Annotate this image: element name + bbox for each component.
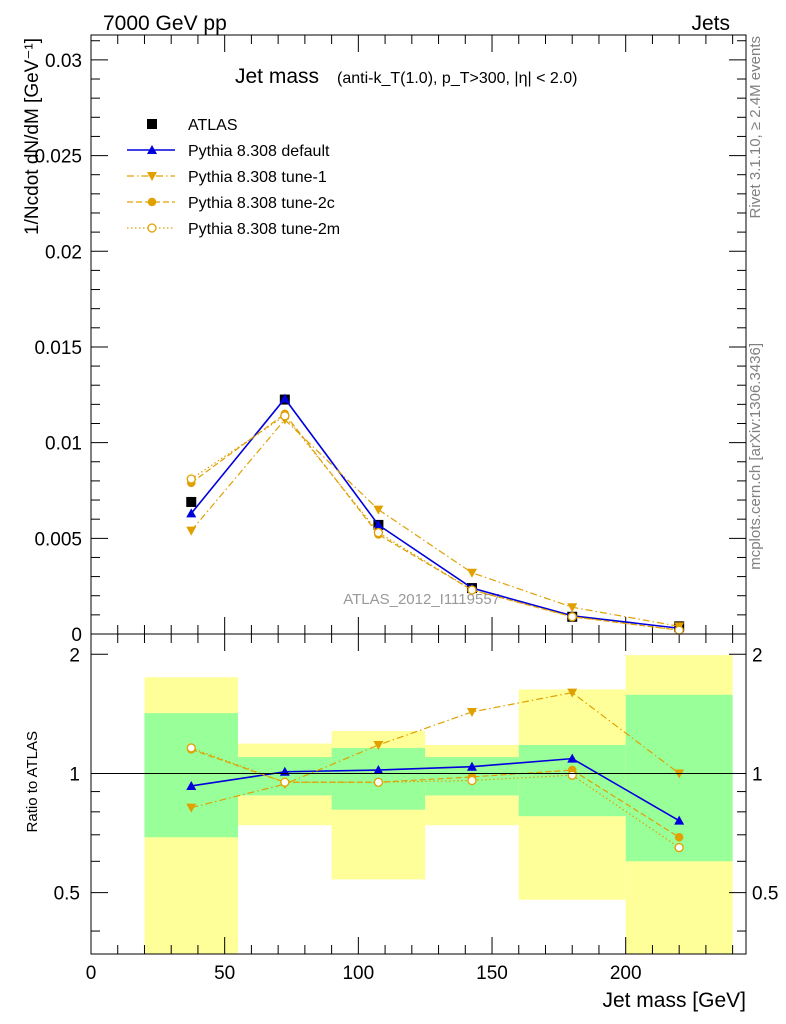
y-tick-label: 0.03 xyxy=(45,51,82,72)
ratio-series-layer xyxy=(186,688,685,853)
legend-label: Pythia 8.308 tune-2m xyxy=(188,221,340,238)
legend-entry: Pythia 8.308 tune-1 xyxy=(127,169,327,186)
series-pythia-8-308-tune-2m xyxy=(186,411,684,635)
chart-title-group: Jet mass (anti-k_T(1.0), p_T>300, |η| < … xyxy=(235,65,577,88)
energy-label: 7000 GeV pp xyxy=(103,12,227,35)
series-line xyxy=(191,748,680,838)
legend-marker xyxy=(147,119,157,129)
ratio-tick-label: 1 xyxy=(69,764,80,785)
legend-entry: Pythia 8.308 tune-2m xyxy=(127,221,340,238)
series-line xyxy=(191,747,680,849)
data-point xyxy=(674,842,684,853)
y-axis-title: 1/Ncdot dN/dM [GeV⁻¹] xyxy=(22,38,43,235)
data-point xyxy=(466,568,477,578)
ratio-tick-label-right: 1 xyxy=(752,764,763,785)
ratio-tick-label-right: 0.5 xyxy=(752,884,778,905)
legend-label: ATLAS xyxy=(188,117,238,134)
legend-marker xyxy=(147,172,157,181)
data-point xyxy=(186,743,196,753)
y-tick-label: 0.01 xyxy=(45,434,82,455)
data-point xyxy=(466,761,477,771)
data-point xyxy=(567,770,577,780)
legend-marker xyxy=(147,223,157,233)
series-line xyxy=(190,418,680,627)
rivet-label: Rivet 3.1.10, ≥ 2.4M events xyxy=(747,36,764,219)
data-point xyxy=(186,496,197,507)
uncertainty-bands xyxy=(144,655,733,954)
data-point xyxy=(567,753,578,763)
legend-marker xyxy=(147,145,157,154)
y-tick-label: 0.005 xyxy=(34,529,82,550)
ratio-tick-label-right: 2 xyxy=(752,645,763,666)
main-series-layer xyxy=(186,393,685,635)
x-tick-label: 100 xyxy=(342,963,374,984)
legend: ATLAS Pythia 8.308 default Pythia 8.308 tu… xyxy=(127,117,340,238)
ratio-axis-title: Ratio to ATLAS xyxy=(24,731,41,832)
x-tick-label: 200 xyxy=(610,963,642,984)
data-point xyxy=(467,775,477,786)
process-label: Jets xyxy=(691,12,730,35)
legend-label: Pythia 8.308 default xyxy=(188,143,330,160)
legend-entry: Pythia 8.308 default xyxy=(127,143,330,160)
x-tick-label: 0 xyxy=(86,963,97,984)
x-tick-label: 150 xyxy=(476,963,508,984)
ratio-tick-label: 2 xyxy=(69,645,80,666)
y-tick-label: 0.015 xyxy=(34,338,82,359)
series-line xyxy=(191,757,680,822)
data-point xyxy=(467,585,477,595)
data-point xyxy=(674,625,684,635)
data-point xyxy=(373,765,384,775)
ratio-plot-frame xyxy=(90,633,747,955)
data-point xyxy=(280,777,290,787)
inner-band-bin xyxy=(144,713,239,838)
tick-labels: 0 50 100 150 200 0 0.005 0.01 0.015 0.02 0.025 0.03… xyxy=(34,51,778,984)
data-point xyxy=(186,508,197,518)
series-line xyxy=(191,691,680,809)
x-tick-label: 50 xyxy=(214,963,235,984)
series-pythia-8-308-default xyxy=(186,753,685,825)
y-tick-label: 0.02 xyxy=(45,242,82,263)
data-point xyxy=(186,474,196,484)
legend-marker xyxy=(147,197,157,207)
data-point xyxy=(373,519,384,529)
data-point xyxy=(186,526,197,536)
legend-label: Pythia 8.308 tune-1 xyxy=(188,169,327,186)
series-line xyxy=(190,413,680,631)
data-point xyxy=(373,527,384,538)
data-point xyxy=(466,707,477,717)
series-line xyxy=(190,397,680,630)
ratio-tick-label: 0.5 xyxy=(54,884,80,905)
data-point xyxy=(279,393,290,403)
data-point xyxy=(280,411,290,421)
series-pythia-8-308-tune-2m xyxy=(186,743,684,853)
analysis-watermark: ATLAS_2012_I1119557 xyxy=(343,591,500,608)
chart-title: Jet mass xyxy=(235,65,319,88)
axis-ticks xyxy=(90,35,746,954)
data-point xyxy=(373,777,384,787)
data-point xyxy=(186,803,197,813)
data-point xyxy=(186,780,197,790)
data-point xyxy=(674,815,685,825)
data-point xyxy=(567,603,578,613)
data-point xyxy=(674,833,684,842)
data-point xyxy=(567,688,578,698)
y-tick-label: 0.025 xyxy=(34,147,82,168)
chart-subtitle: (anti-k_T(1.0), p_T>300, |η| < 2.0) xyxy=(337,70,577,87)
legend-entry: ATLAS xyxy=(147,117,238,134)
data-point xyxy=(373,740,384,750)
x-axis-title: Jet mass [GeV] xyxy=(602,989,746,1012)
data-point xyxy=(567,612,577,622)
series-line xyxy=(190,415,680,631)
legend-entry: Pythia 8.308 tune-2c xyxy=(127,195,335,212)
legend-label: Pythia 8.308 tune-2c xyxy=(188,195,335,212)
data-point xyxy=(373,505,384,515)
mcplots-label: mcplots.cern.ch [arXiv:1306.3436] xyxy=(747,343,764,570)
y-tick-label: 0 xyxy=(71,625,82,646)
